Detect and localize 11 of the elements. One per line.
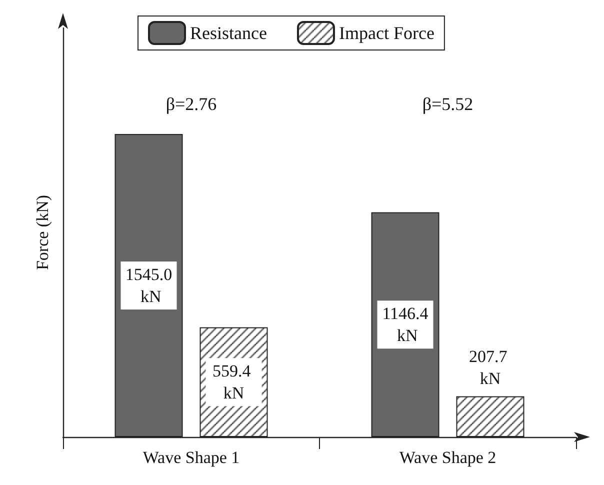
data-label: 1146.4 kN	[382, 304, 429, 346]
x-tick-label: Wave Shape 1	[142, 448, 240, 467]
text: β=2.76	[166, 94, 217, 114]
x-tick-label: Wave Shape 2	[399, 448, 496, 467]
data-label: 207.7 kN	[469, 346, 512, 388]
data-label: 1545.0 kN	[125, 265, 172, 306]
legend-label: Impact Force	[338, 23, 434, 43]
y-axis-title: Force (kN)	[33, 194, 52, 270]
data-label: 559.4 kN	[212, 362, 255, 403]
legend-label: Resistance	[190, 23, 267, 43]
text: β=5.52	[422, 94, 474, 114]
